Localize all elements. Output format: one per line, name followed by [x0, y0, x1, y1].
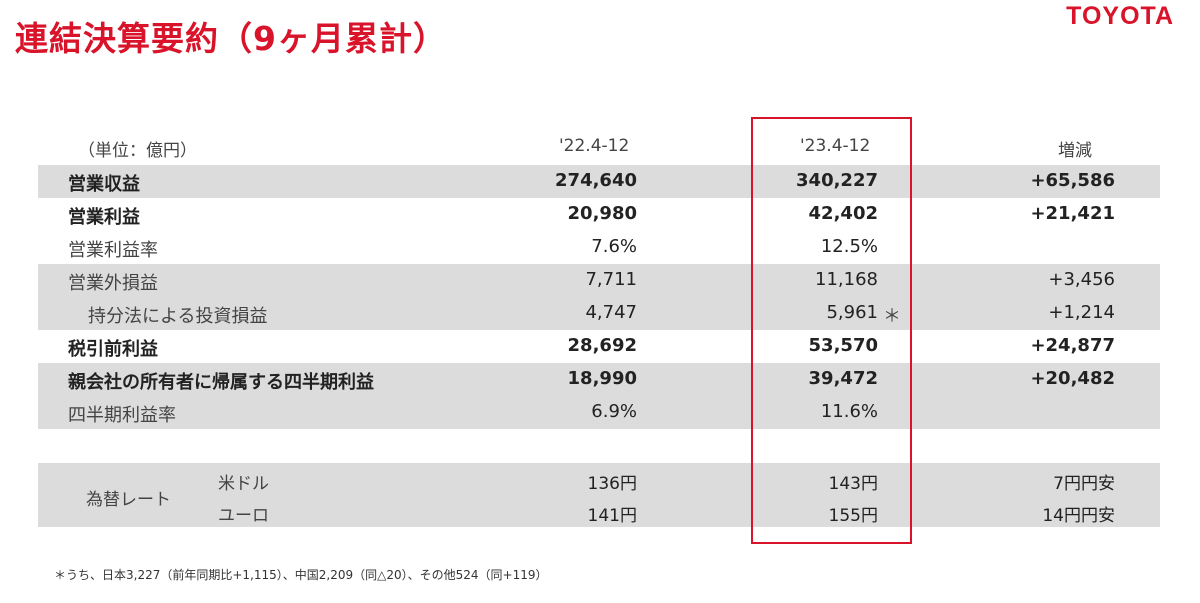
fx-row-usd: 米ドル 136円 143円 7円円安 — [38, 463, 1160, 495]
value-fy23: 53,570 — [808, 335, 878, 356]
value-fy22: 7,711 — [585, 269, 637, 290]
table-row: 親会社の所有者に帰属する四半期利益 18,990 39,472 +20,482 — [38, 363, 1160, 396]
row-label: 営業利益 — [68, 207, 140, 228]
row-label: 四半期利益率 — [68, 405, 176, 426]
table-row: 営業利益率 7.6% 12.5% — [38, 231, 1160, 264]
value-fy22: 20,980 — [567, 203, 637, 224]
value-fy23: 5,961 — [826, 302, 878, 323]
fx-row-eur: ユーロ 141円 155円 14円円安 — [38, 495, 1160, 527]
value-fy23: 11,168 — [815, 269, 878, 290]
footnote: ＊うち、日本3,227（前年同期比+1,115）、中国2,209（同△20）、そ… — [54, 568, 548, 582]
summary-table: （単位：億円） '22.4-12 '23.4-12 増減 営業収益 274,64… — [38, 127, 1160, 527]
value-fy23: 155円 — [828, 506, 878, 526]
value-change: +21,421 — [1030, 203, 1115, 224]
table-row: 営業収益 274,640 340,227 +65,586 — [38, 165, 1160, 198]
value-fy23: 143円 — [828, 474, 878, 494]
header-fy22: '22.4-12 — [559, 136, 630, 156]
row-label: 持分法による投資損益 — [88, 306, 268, 327]
footnote-marker: ＊ — [883, 306, 901, 327]
value-change: +65,586 — [1030, 170, 1115, 191]
value-fy22: 141円 — [587, 506, 637, 526]
value-change: +1,214 — [1048, 302, 1115, 323]
value-fy22: 136円 — [587, 474, 637, 494]
table-row: 持分法による投資損益 4,747 5,961 ＊ +1,214 — [38, 297, 1160, 330]
page-title: 連結決算要約（9ヶ月累計） — [15, 19, 447, 58]
value-fy23: 39,472 — [808, 368, 878, 389]
value-change: +3,456 — [1048, 269, 1115, 290]
fx-rate-label: 為替レート — [86, 490, 171, 510]
toyota-logo: TOYOTA — [1066, 2, 1174, 30]
fx-rate-block: 為替レート 米ドル 136円 143円 7円円安 ユーロ 141円 155円 1… — [38, 463, 1160, 527]
row-label: 営業外損益 — [68, 273, 158, 294]
highlight-box — [751, 117, 912, 544]
value-fy23: 11.6% — [820, 401, 878, 422]
row-label: 税引前利益 — [68, 339, 158, 360]
row-label: 親会社の所有者に帰属する四半期利益 — [68, 372, 374, 393]
row-label: 営業利益率 — [68, 240, 158, 261]
value-fy23: 340,227 — [796, 170, 878, 191]
value-change: 14円円安 — [1042, 506, 1115, 526]
value-fy22: 274,640 — [555, 170, 637, 191]
value-change: 7円円安 — [1053, 474, 1115, 494]
value-fy22: 28,692 — [567, 335, 637, 356]
value-fy23: 42,402 — [808, 203, 878, 224]
header-fy23: '23.4-12 — [800, 136, 871, 156]
table-header: （単位：億円） '22.4-12 '23.4-12 増減 — [38, 127, 1160, 165]
spacer — [38, 429, 1160, 463]
unit-label: （単位：億円） — [78, 141, 197, 161]
row-label: 営業収益 — [68, 174, 140, 195]
value-fy22: 6.9% — [591, 401, 637, 422]
header-change: 増減 — [1058, 141, 1092, 161]
value-change: +24,877 — [1030, 335, 1115, 356]
currency-label: ユーロ — [218, 506, 269, 526]
currency-label: 米ドル — [218, 474, 269, 494]
value-fy22: 7.6% — [591, 236, 637, 257]
table-row: 営業利益 20,980 42,402 +21,421 — [38, 198, 1160, 231]
value-fy22: 4,747 — [585, 302, 637, 323]
table-row: 税引前利益 28,692 53,570 +24,877 — [38, 330, 1160, 363]
value-fy22: 18,990 — [567, 368, 637, 389]
value-change: +20,482 — [1030, 368, 1115, 389]
value-fy23: 12.5% — [820, 236, 878, 257]
table-row: 営業外損益 7,711 11,168 +3,456 — [38, 264, 1160, 297]
table-row: 四半期利益率 6.9% 11.6% — [38, 396, 1160, 429]
